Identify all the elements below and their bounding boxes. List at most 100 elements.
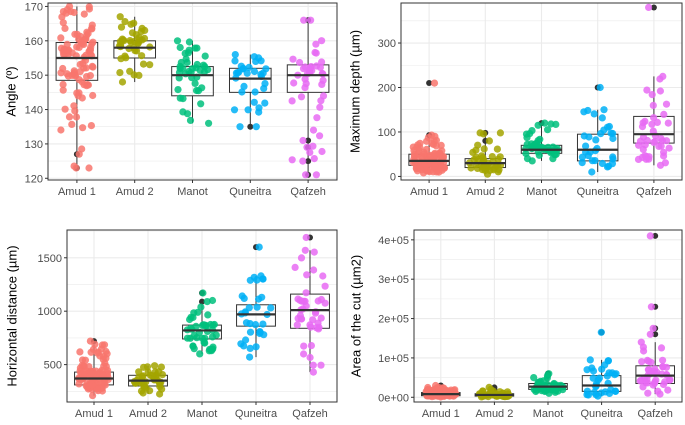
data-point <box>80 64 88 72</box>
data-point <box>659 356 667 364</box>
data-point <box>583 366 591 374</box>
data-point <box>176 64 184 73</box>
data-point <box>191 79 199 87</box>
angle-box-amud-1 <box>55 2 99 172</box>
data-point <box>68 49 76 57</box>
data-point <box>545 389 553 397</box>
data-point <box>81 356 89 364</box>
data-point <box>523 134 531 142</box>
maximum-depth-m-xtick-label-quneitra: Quneitra <box>577 186 620 198</box>
outlier-point <box>652 232 659 239</box>
data-point <box>310 248 318 256</box>
data-point <box>651 137 659 145</box>
data-point <box>116 69 124 77</box>
data-point <box>156 390 164 398</box>
data-point <box>116 13 124 21</box>
outlier-point <box>426 80 433 87</box>
data-point <box>428 131 436 139</box>
data-point <box>636 377 644 385</box>
data-point <box>311 309 320 317</box>
data-point <box>656 390 664 398</box>
maximum-depth-m-ytick-label: 200 <box>378 82 396 94</box>
data-point <box>75 89 83 97</box>
data-point <box>252 343 260 351</box>
data-point <box>319 272 327 280</box>
data-point <box>592 136 600 144</box>
maximum-depth-m-xtick-label-manot: Manot <box>526 186 557 198</box>
horizontal-distance-m-xtick-label-manot: Manot <box>187 408 218 420</box>
area-of-the-cut-m2-xtick-label-qafzeh: Qafzeh <box>637 408 672 420</box>
data-point <box>540 144 548 152</box>
data-point <box>87 369 95 377</box>
data-point <box>530 374 538 382</box>
maximum-depth-m-ytick-label: 0 <box>390 171 396 183</box>
data-point <box>312 40 320 48</box>
angle-panel-border <box>47 2 338 181</box>
data-point <box>601 388 609 396</box>
data-point <box>117 23 126 31</box>
outlier-point <box>199 298 205 305</box>
data-point <box>68 120 76 128</box>
data-point <box>71 30 79 38</box>
data-point <box>609 129 617 138</box>
data-point <box>88 62 96 70</box>
data-point <box>137 387 146 395</box>
data-point <box>173 37 182 45</box>
data-point <box>57 34 65 42</box>
data-point <box>489 158 497 166</box>
horizontal-distance-m-ytick-label: 500 <box>44 360 62 372</box>
data-point <box>246 320 254 328</box>
data-point <box>238 88 246 96</box>
data-point <box>290 79 298 87</box>
data-point <box>588 168 596 176</box>
data-point <box>296 312 304 320</box>
angle-ytick-label: 130 <box>25 139 43 151</box>
data-point <box>522 149 530 158</box>
data-point <box>585 133 593 141</box>
data-point <box>559 386 567 394</box>
data-point <box>315 323 323 331</box>
maximum-depth-m-ylabel: Maximum depth (µm) <box>347 30 362 153</box>
data-point <box>70 102 78 110</box>
data-point <box>288 156 296 164</box>
data-point <box>485 137 493 145</box>
data-point <box>307 323 315 331</box>
data-point <box>246 353 254 361</box>
data-point <box>199 61 208 69</box>
data-point <box>665 144 673 152</box>
data-point <box>646 330 654 338</box>
outlier-point <box>650 4 657 11</box>
data-point <box>197 100 205 108</box>
data-point <box>420 150 429 158</box>
panel-horizontal-distance: 500 1000 1500 Horizontal distance (µm) Amud … <box>4 229 338 420</box>
angle-box-amud-2 <box>113 13 157 86</box>
horizontal-distance-m-panel-border <box>66 229 338 403</box>
data-point <box>144 368 152 376</box>
maximum-depth-m-box-quneitra <box>576 83 619 176</box>
data-point <box>496 129 504 137</box>
data-point <box>582 142 590 150</box>
data-point <box>88 376 96 384</box>
data-point <box>207 347 216 355</box>
area-of-the-cut-m2-ytick-label: 2e+05 <box>378 314 409 326</box>
data-point <box>640 347 648 355</box>
data-point <box>176 94 184 102</box>
data-point <box>146 61 154 69</box>
angle-ytick-label: 170 <box>25 1 43 13</box>
data-point <box>647 358 655 366</box>
data-point <box>259 320 267 328</box>
data-point <box>189 342 197 350</box>
data-point <box>251 88 259 96</box>
area-of-the-cut-m2-box-manot <box>528 370 568 397</box>
data-point <box>309 368 317 376</box>
area-of-the-cut-m2-ylabel: Area of the cut (µm2) <box>348 255 363 377</box>
data-point <box>85 3 93 11</box>
data-point <box>85 164 93 172</box>
data-point <box>267 304 275 312</box>
data-point <box>131 47 139 55</box>
area-of-the-cut-m2-ytick-label: 0e+00 <box>378 392 409 404</box>
data-point <box>648 91 656 99</box>
data-point <box>302 171 310 179</box>
data-point <box>59 86 67 94</box>
data-point <box>255 104 263 112</box>
